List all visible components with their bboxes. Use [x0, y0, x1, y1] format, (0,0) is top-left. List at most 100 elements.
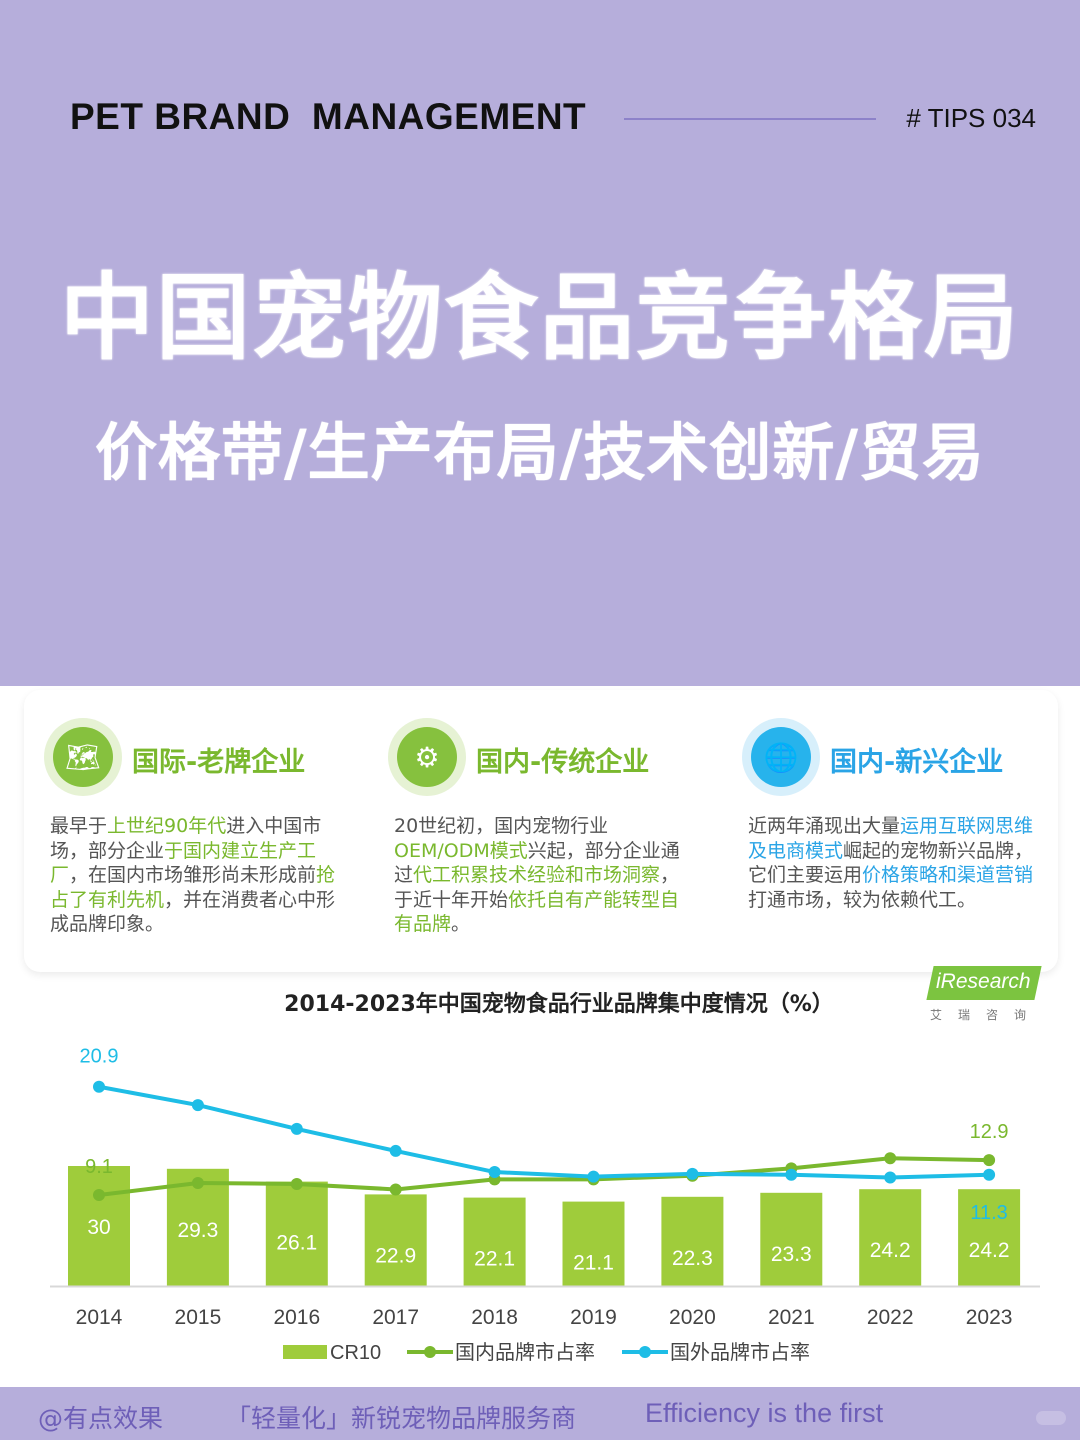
highlight-text: 上世纪90年代	[107, 815, 227, 837]
description-text: ，于近十年开始	[394, 864, 680, 911]
x-tick-label: 2014	[76, 1306, 123, 1329]
header-banner: PET BRAND MANAGEMENT # TIPS 034 中国宠物食品竞争…	[0, 0, 1080, 686]
highlight-text: 代工积累技术经验和市场洞察	[413, 864, 661, 886]
description-text: 20世纪初，国内宠物行业	[394, 815, 609, 837]
line-point-2-2020	[686, 1167, 699, 1180]
x-tick-label: 2022	[867, 1306, 914, 1329]
legend-label-domestic: 国内品牌市占率	[455, 1340, 595, 1364]
bar-cr10-2021	[760, 1192, 823, 1286]
line-series-2	[98, 1084, 990, 1180]
header-rule	[624, 118, 876, 120]
line-series-1	[98, 1156, 990, 1197]
tips-number: # TIPS 034	[906, 103, 1036, 133]
line-point-2-2022	[884, 1171, 897, 1184]
line-point-2-2021	[785, 1168, 798, 1181]
line-point-1-2015	[191, 1177, 204, 1190]
globe-icon-glyph: 🌐	[751, 727, 811, 787]
category-panel: 🗺 国际-老牌企业 最早于上世纪90年代进入中国市场，部分企业于国内建立生产工厂…	[24, 690, 1058, 972]
gear-icon-glyph: ⚙	[397, 727, 457, 787]
bar-cr10-2023	[958, 1189, 1021, 1286]
x-tick-label: 2017	[372, 1306, 419, 1329]
brand-concentration-chart: 30 29.3 26.1 22.9 22.1 21.1 22.3 23.3 24.2 24.2 20…	[50, 1046, 1040, 1364]
bar-value-label: 24.2	[969, 1239, 1010, 1262]
world-map-icon: 🗺	[44, 718, 122, 796]
page-title: 中国宠物食品竞争格局	[59, 264, 1020, 373]
footer-motto: Efficiency is the first	[645, 1398, 884, 1428]
legend-marker-domestic	[424, 1346, 436, 1358]
bar-cr10-2018	[463, 1197, 526, 1286]
bar-cr10-2020	[661, 1196, 724, 1286]
line-point-2-2018	[488, 1166, 501, 1179]
footer-handle: @有点效果	[38, 1404, 164, 1433]
line-point-1-2017	[389, 1183, 402, 1196]
bar-value-label: 26.1	[276, 1232, 317, 1255]
x-tick-label: 2021	[768, 1306, 815, 1329]
footer-bar: @有点效果 「轻量化」新锐宠物品牌服务商 Efficiency is the f…	[0, 1387, 1080, 1440]
x-tick-label: 2019	[570, 1306, 617, 1329]
gear-icon: ⚙	[388, 718, 466, 796]
line-point-2-2016	[290, 1122, 303, 1135]
category-heading: 国际-老牌企业	[132, 747, 306, 778]
line-point-2-2017	[389, 1144, 402, 1157]
bar-value-label: 24.2	[870, 1239, 911, 1262]
line-point-2-2014	[93, 1080, 105, 1093]
bar-cr10-2016	[265, 1181, 328, 1286]
category-heading: 国内-传统企业	[476, 747, 650, 778]
logo-text: iResearch	[936, 970, 1031, 993]
description-text: 。	[451, 913, 471, 935]
line-value-label: 11.3	[970, 1202, 1007, 1224]
world-map-icon-glyph: 🗺	[53, 727, 113, 787]
line-point-1-2014	[93, 1188, 105, 1201]
globe-icon: 🌐	[742, 718, 820, 796]
description-text: 兴起，部分企业通过	[394, 839, 680, 887]
highlight-text: 抢占了有利先机	[50, 864, 336, 911]
brand-line: PET BRAND MANAGEMENT	[70, 96, 587, 137]
footer-badge	[1036, 1411, 1066, 1425]
bar-value-label: 29.3	[177, 1219, 218, 1242]
line-point-1-2023	[983, 1154, 996, 1167]
bar-cr10-2017	[364, 1194, 427, 1286]
description-text: 近两年涌现出大量	[748, 815, 901, 837]
legend-marker-foreign	[639, 1346, 651, 1358]
logo-subtext: 艾瑞咨询	[930, 1008, 1043, 1022]
line-value-label: 9.1	[85, 1156, 113, 1178]
category-heading: 国内-新兴企业	[830, 747, 1004, 778]
description-text: 打通市场，较为依赖代工。	[748, 888, 977, 911]
line-point-1-2016	[290, 1177, 303, 1190]
highlight-text: 价格策略和渠道营销	[862, 864, 1034, 886]
legend-label-foreign: 国外品牌市占率	[670, 1340, 810, 1364]
bar-value-label: 23.3	[771, 1243, 812, 1266]
x-tick-label: 2016	[273, 1306, 320, 1329]
x-tick-label: 2020	[669, 1306, 716, 1329]
highlight-text: 依托自有产能转型自有品牌	[394, 888, 680, 936]
description-text: ，并在消费者心中形成品牌印象。	[50, 888, 336, 936]
line-point-2-2023	[983, 1168, 996, 1181]
footer-slogan: 「轻量化」新锐宠物品牌服务商	[226, 1404, 577, 1433]
description-text: 进入中国市场，部分企业	[50, 815, 322, 862]
bar-value-label: 30	[87, 1216, 110, 1239]
bar-value-label: 22.1	[474, 1248, 515, 1271]
line-point-1-2022	[884, 1152, 897, 1165]
chart-title: 2014-2023年中国宠物食品行业品牌集中度情况（%）	[284, 992, 834, 1017]
highlight-text: OEM/ODM模式	[394, 839, 528, 862]
bar-cr10-2014	[68, 1166, 130, 1286]
page-subtitle: 价格带/生产布局/技术创新/贸易	[95, 416, 985, 489]
legend-label-cr10: CR10	[330, 1342, 381, 1364]
highlight-text: 运用互联网思维及电商模式	[748, 815, 1034, 862]
category-description: 近两年涌现出大量运用互联网思维及电商模式崛起的宠物新兴品牌，它们主要运用价格策略…	[748, 814, 1042, 912]
category-description: 最早于上世纪90年代进入中国市场，部分企业于国内建立生产工厂，在国内市场雏形尚未…	[50, 814, 344, 937]
bar-cr10-2022	[859, 1189, 922, 1286]
content-area: 🗺 国际-老牌企业 最早于上世纪90年代进入中国市场，部分企业于国内建立生产工厂…	[0, 686, 1080, 1387]
line-point-2-2019	[587, 1170, 600, 1183]
description-text: 崛起的宠物新兴品牌，它们主要运用	[748, 839, 1034, 887]
line-value-label: 20.9	[80, 1046, 119, 1068]
highlight-text: 于国内建立生产工厂	[50, 839, 317, 887]
category-description: 20世纪初，国内宠物行业OEM/ODM模式兴起，部分企业通过代工积累技术经验和市…	[394, 814, 688, 937]
bar-cr10-2019	[562, 1201, 625, 1286]
x-tick-label: 2018	[471, 1306, 518, 1329]
x-tick-label: 2015	[175, 1306, 222, 1329]
description-text: 最早于	[50, 815, 108, 837]
line-point-2-2015	[191, 1099, 204, 1112]
x-tick-label: 2023	[966, 1306, 1013, 1329]
bar-value-label: 21.1	[573, 1252, 614, 1275]
